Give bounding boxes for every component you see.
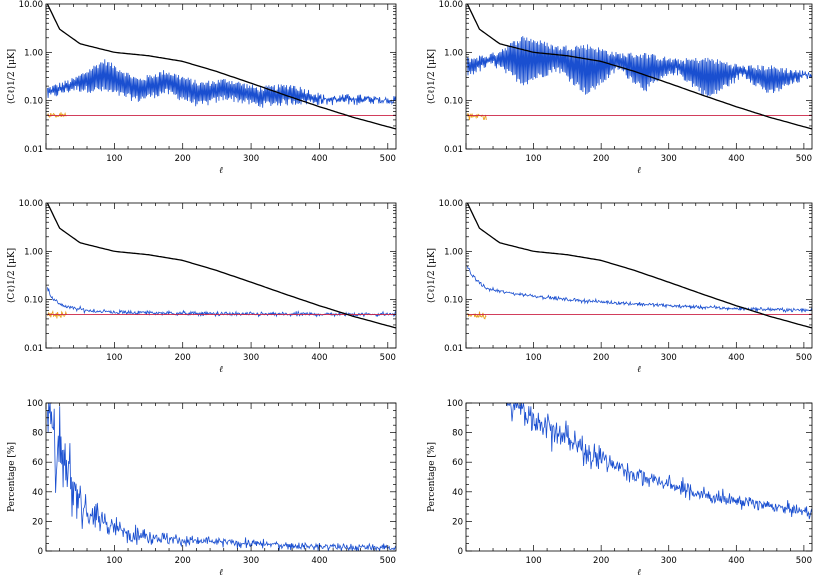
y-tick-label: 20 <box>32 517 43 527</box>
panel-middle-left: 100 200 300 400 500 0.01 0.10 1.00 10.00 ℓ ⟨Cℓ⟩1/2… <box>7 199 397 375</box>
panel-top-right: 100 200 300 400 500 0.01 0.10 1.00 10.00 ℓ ⟨Cℓ⟩1/2… <box>427 0 813 176</box>
y-tick-label: 0.10 <box>24 296 43 306</box>
x-tick-label: 500 <box>796 353 812 363</box>
x-tick-label: 500 <box>380 154 396 164</box>
x-tick-label: 400 <box>311 556 327 566</box>
x-tick-label: 400 <box>728 353 744 363</box>
plot-frame <box>465 402 813 552</box>
y-tick-label: 0.10 <box>444 296 463 306</box>
x-tick-label: 100 <box>525 353 541 363</box>
x-tick-label: 200 <box>593 556 609 566</box>
x-tick-label: 400 <box>728 556 744 566</box>
series-noise-orange-line <box>467 311 487 320</box>
y-tick-label: 1.00 <box>24 48 43 58</box>
x-tick-label: 100 <box>106 353 122 363</box>
x-tick-label: 300 <box>661 154 677 164</box>
y-tick-label: 100 <box>447 399 463 409</box>
plot-frame <box>45 202 397 349</box>
panel-bottom-right: 100 200 300 400 500 0 20 40 60 80 100 ℓ Percentage [… <box>427 399 813 576</box>
y-axis-label: ⟨Cℓ⟩1/2 [μK] <box>427 248 437 303</box>
y-tick-label: 0.01 <box>444 344 463 354</box>
series-measured-line <box>47 403 396 551</box>
y-tick-label: 0.01 <box>444 145 463 155</box>
y-tick-label: 0 <box>38 547 43 557</box>
y-tick-label: 0.10 <box>24 97 43 107</box>
y-tick-label: 60 <box>32 458 43 468</box>
series-noise-orange-line <box>47 112 67 118</box>
y-tick-label: 80 <box>32 429 43 439</box>
plot-frame <box>465 3 813 150</box>
plot-frame <box>465 202 813 349</box>
x-tick-label: 500 <box>796 154 812 164</box>
x-axis-label: ℓ <box>637 166 641 176</box>
series-model-line <box>46 203 396 329</box>
panel-bottom-left: 100 200 300 400 500 0 20 40 60 80 100 ℓ Percentage [… <box>7 399 397 576</box>
plot-frame <box>45 402 397 552</box>
y-tick-label: 20 <box>452 517 463 527</box>
x-tick-label: 100 <box>525 556 541 566</box>
x-tick-label: 500 <box>796 556 812 566</box>
series-measured-line <box>467 36 812 97</box>
series-measured-line <box>47 59 396 108</box>
x-tick-label: 300 <box>243 556 259 566</box>
y-tick-label: 10.00 <box>439 0 463 10</box>
x-tick-label: 400 <box>311 154 327 164</box>
x-tick-label: 100 <box>106 154 122 164</box>
series-model-line <box>46 4 396 130</box>
y-tick-label: 1.00 <box>444 48 463 58</box>
series-noise-orange-line <box>466 112 487 121</box>
x-tick-label: 400 <box>728 154 744 164</box>
y-tick-label: 10.00 <box>19 0 43 10</box>
y-tick-label: 1.00 <box>444 247 463 257</box>
y-tick-label: 40 <box>452 488 463 498</box>
x-axis-label: ℓ <box>637 365 641 375</box>
x-tick-label: 500 <box>380 353 396 363</box>
x-axis-label: ℓ <box>637 568 641 576</box>
series-model-line <box>466 4 812 130</box>
y-axis-label: Percentage [%] <box>427 442 437 512</box>
y-tick-label: 100 <box>27 399 43 409</box>
x-tick-label: 200 <box>593 154 609 164</box>
y-tick-label: 60 <box>452 458 463 468</box>
x-tick-label: 300 <box>661 353 677 363</box>
y-axis-label: ⟨Cℓ⟩1/2 [μK] <box>427 49 437 104</box>
x-tick-label: 300 <box>243 353 259 363</box>
y-axis-label: Percentage [%] <box>7 442 17 512</box>
x-tick-label: 300 <box>661 556 677 566</box>
y-tick-label: 10.00 <box>19 199 43 209</box>
y-tick-label: 0.10 <box>444 97 463 107</box>
y-tick-label: 80 <box>452 429 463 439</box>
x-axis-label: ℓ <box>219 166 223 176</box>
series-measured-line <box>47 287 396 318</box>
panel-top-left: 100 200 300 400 500 0.01 0.10 1.00 10.00 ℓ ⟨Cℓ⟩1/2… <box>7 0 397 176</box>
x-tick-label: 400 <box>311 353 327 363</box>
series-measured-line <box>506 403 812 520</box>
x-tick-label: 200 <box>175 556 191 566</box>
x-axis-label: ℓ <box>219 365 223 375</box>
y-tick-label: 40 <box>32 488 43 498</box>
x-tick-label: 200 <box>175 154 191 164</box>
panel-middle-right: 100 200 300 400 500 0.01 0.10 1.00 10.00 ℓ ⟨Cℓ⟩1/2… <box>427 199 813 375</box>
series-noise-orange-line <box>47 309 67 319</box>
y-axis-label: ⟨Cℓ⟩1/2 [μK] <box>7 248 17 303</box>
y-tick-label: 10.00 <box>439 199 463 209</box>
plot-frame <box>45 3 397 150</box>
x-tick-label: 300 <box>243 154 259 164</box>
x-tick-label: 100 <box>525 154 541 164</box>
x-tick-label: 500 <box>380 556 396 566</box>
x-tick-label: 200 <box>593 353 609 363</box>
y-tick-label: 0 <box>458 547 463 557</box>
x-axis-label: ℓ <box>219 568 223 576</box>
y-tick-label: 0.01 <box>24 344 43 354</box>
x-tick-label: 200 <box>175 353 191 363</box>
y-tick-label: 0.01 <box>24 145 43 155</box>
y-axis-label: ⟨Cℓ⟩1/2 [μK] <box>7 49 17 104</box>
x-tick-label: 100 <box>106 556 122 566</box>
y-tick-label: 1.00 <box>24 247 43 257</box>
series-model-line <box>466 203 812 329</box>
series-measured-line <box>467 265 812 313</box>
